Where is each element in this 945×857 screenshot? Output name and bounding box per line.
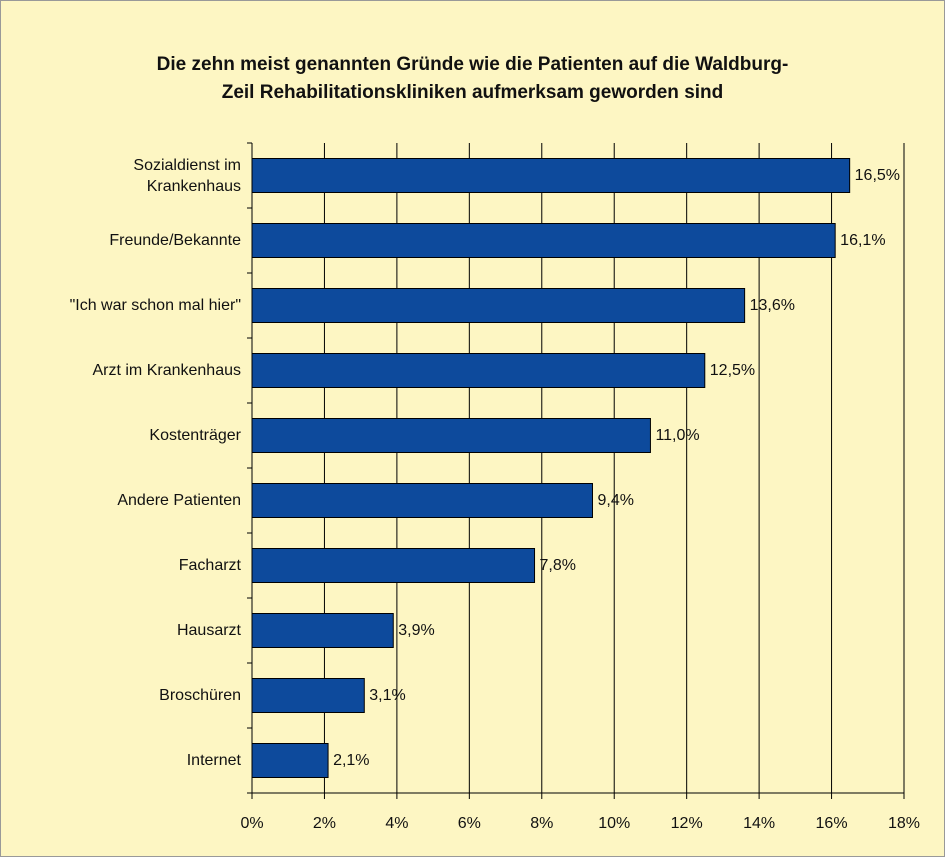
value-label: 16,5%	[854, 167, 901, 184]
y-tick-label: Sozialdienst im Krankenhaus	[133, 156, 241, 195]
bar	[251, 158, 851, 193]
x-tick-label: 14%	[743, 815, 776, 832]
bar	[251, 353, 706, 388]
y-tick-label: Internet	[186, 752, 241, 769]
x-tick-label: 18%	[887, 815, 921, 832]
bar	[251, 678, 365, 713]
x-tick-label: 10%	[598, 815, 631, 832]
bar	[251, 613, 394, 648]
value-label: 12,5%	[709, 362, 756, 379]
value-label: 11,0%	[655, 427, 700, 444]
y-tick-label: Freunde/Bekannte	[109, 232, 241, 249]
y-tick-label: Arzt im Krankenhaus	[92, 362, 241, 379]
value-label: 3,9%	[398, 622, 435, 639]
x-tick-label: 0%	[240, 815, 264, 832]
value-label: 16,1%	[840, 232, 886, 249]
x-tick-label: 16%	[815, 815, 848, 832]
value-label: 13,6%	[749, 297, 795, 314]
x-tick-label: 4%	[385, 815, 409, 832]
x-tick-label: 12%	[670, 815, 703, 832]
bar	[251, 548, 536, 583]
y-tick-label: "Ich war schon mal hier"	[69, 297, 241, 314]
y-tick-label: Facharzt	[178, 557, 241, 574]
chart-title: Die zehn meist genannten Gründe wie die …	[156, 54, 789, 103]
y-tick-label: Kostenträger	[149, 427, 241, 444]
bar	[251, 483, 593, 518]
bar	[251, 288, 746, 323]
value-label: 3,1%	[369, 687, 406, 704]
bar	[251, 223, 836, 258]
value-label: 9,4%	[597, 492, 634, 509]
y-tick-label: Hausarzt	[176, 622, 241, 639]
value-label: 2,1%	[333, 752, 370, 769]
bar	[251, 418, 651, 453]
y-tick-label: Andere Patienten	[117, 492, 241, 509]
x-tick-label: 2%	[312, 815, 336, 832]
x-tick-label: 8%	[530, 815, 554, 832]
bar	[251, 743, 329, 778]
value-label: 7,8%	[539, 557, 576, 574]
y-tick-label: Broschüren	[159, 687, 241, 704]
x-tick-label: 6%	[457, 815, 481, 832]
